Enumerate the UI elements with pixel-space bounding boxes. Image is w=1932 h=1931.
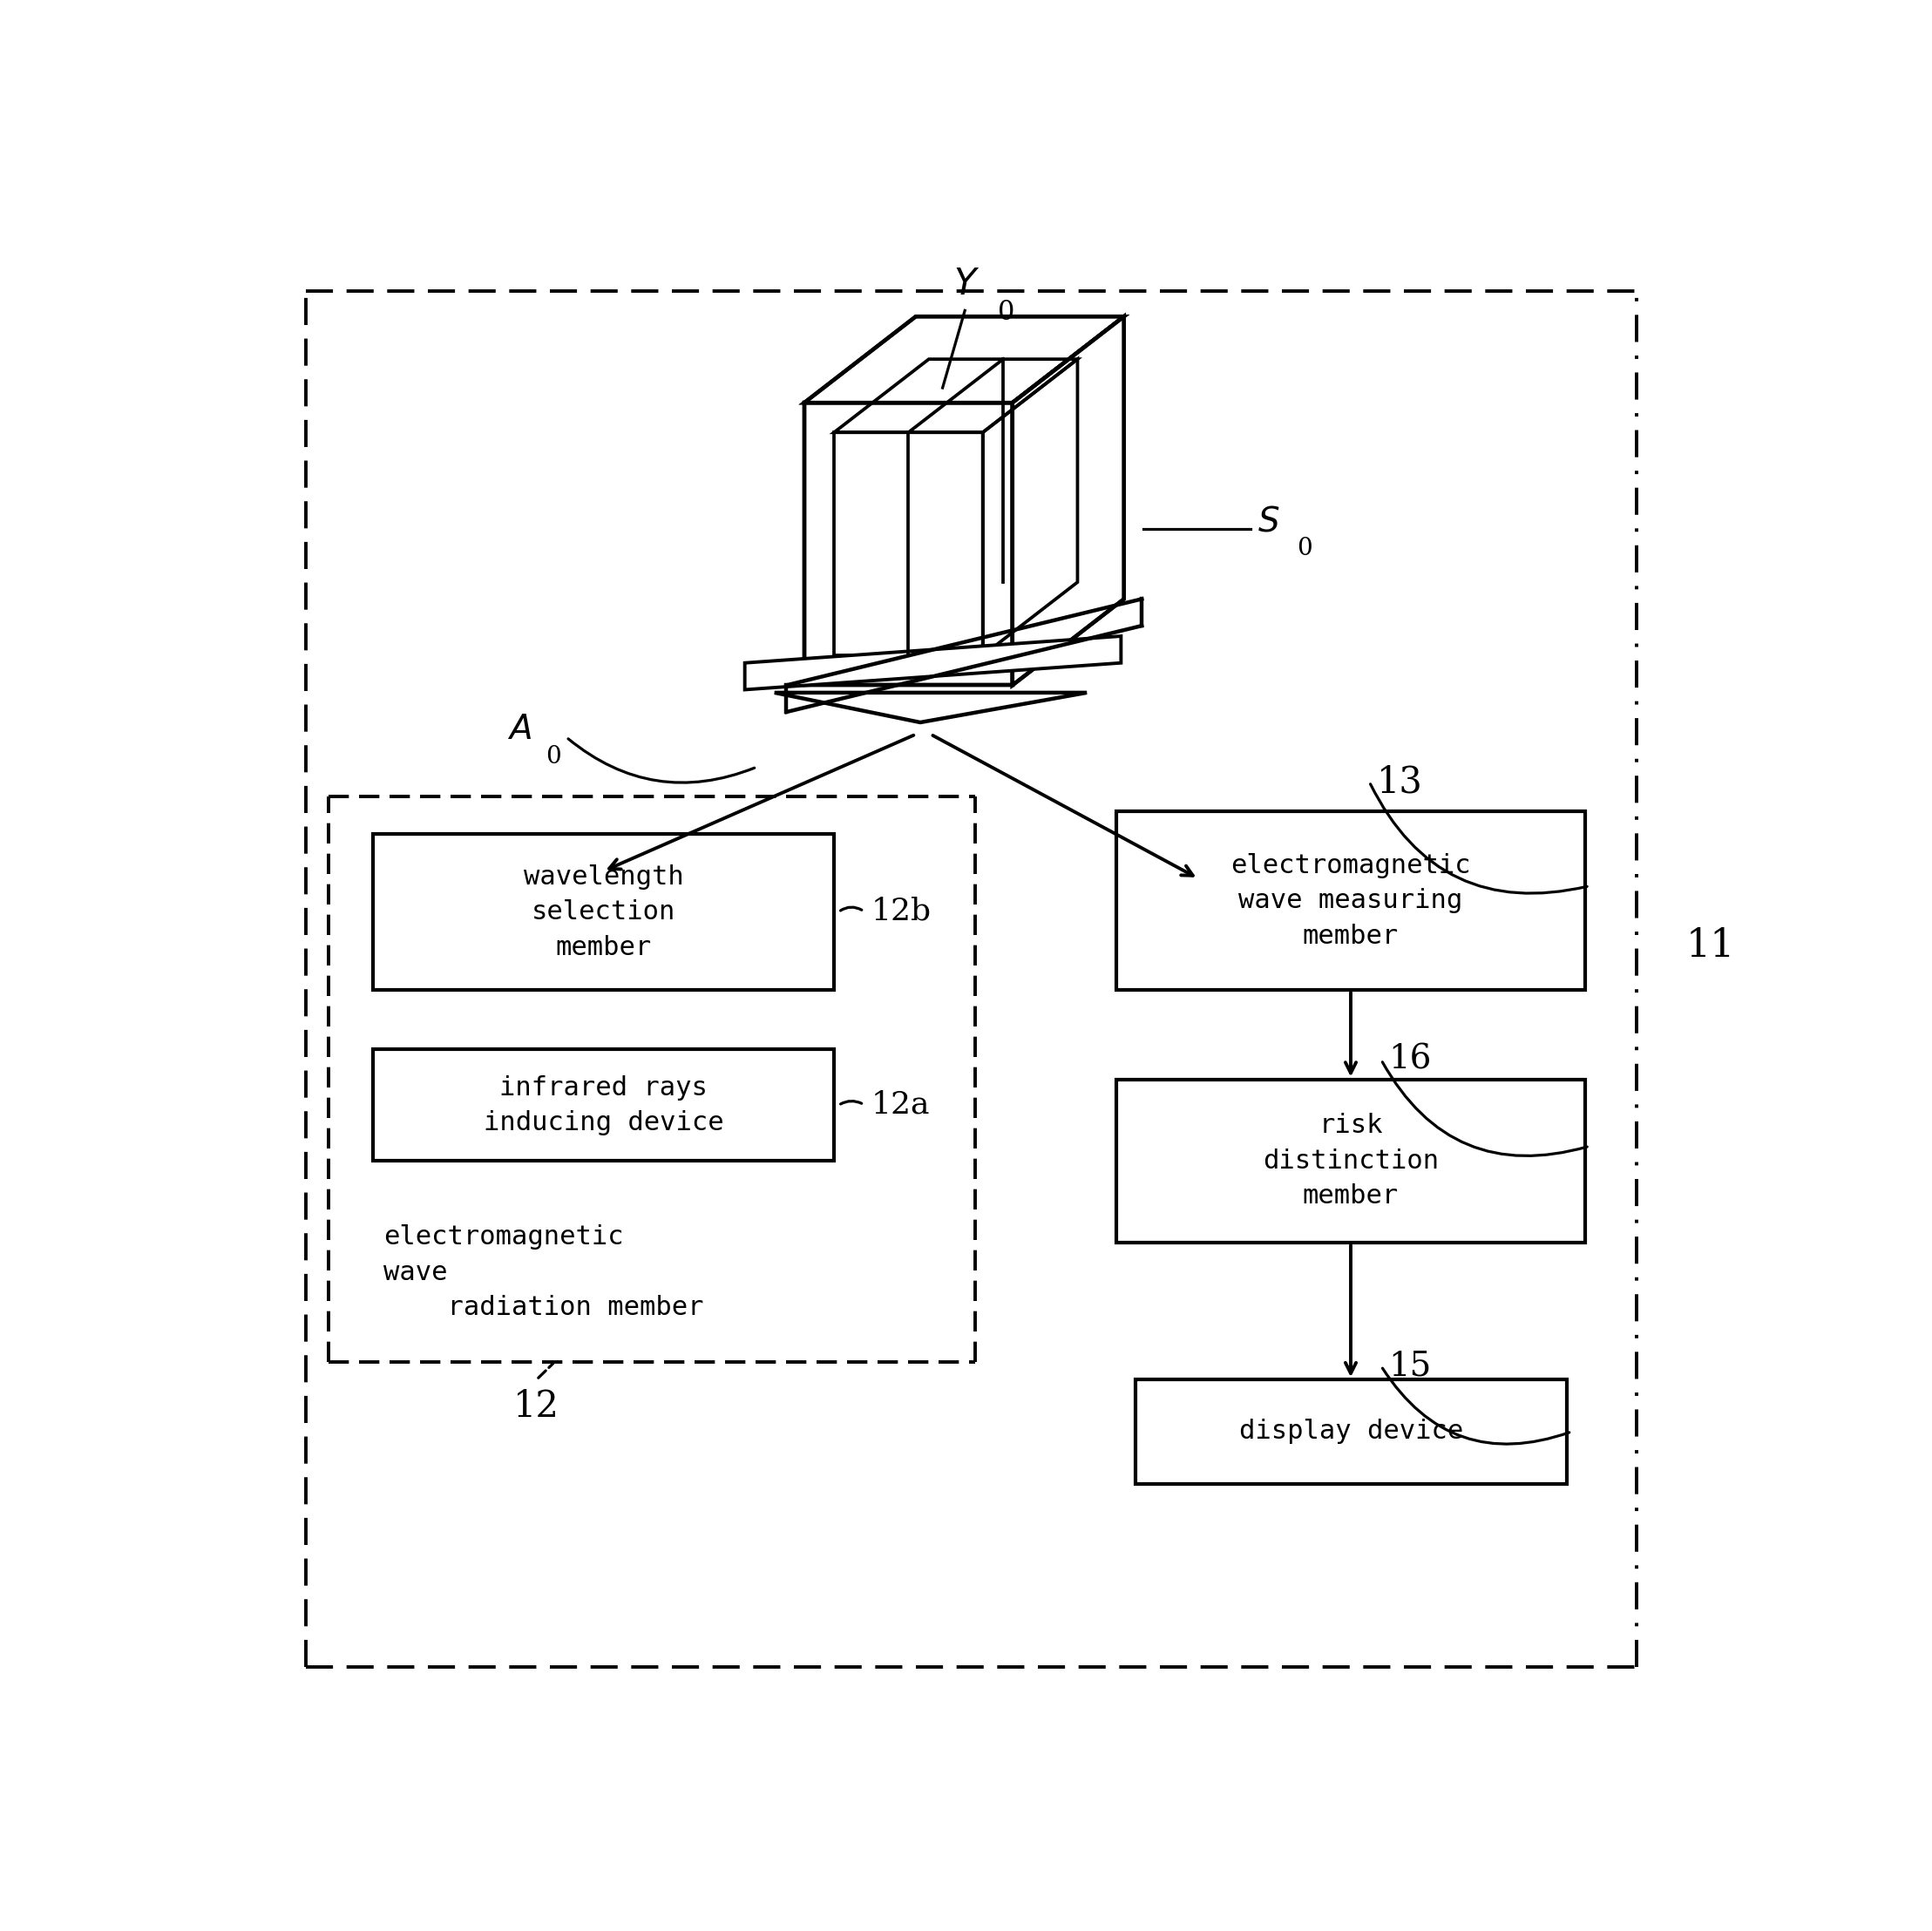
Text: 0: 0	[997, 299, 1014, 326]
Text: 12a: 12a	[871, 1089, 929, 1120]
Polygon shape	[1012, 317, 1124, 686]
Bar	[1136, 1379, 1567, 1483]
Text: display device: display device	[1240, 1419, 1464, 1444]
Text: 15: 15	[1389, 1350, 1432, 1383]
Polygon shape	[804, 317, 1124, 404]
Text: wavelength
selection
member: wavelength selection member	[524, 863, 684, 960]
Text: risk
distinction
member: risk distinction member	[1264, 1112, 1439, 1209]
Text: infrared rays
inducing device: infrared rays inducing device	[483, 1076, 724, 1135]
Text: $Y$: $Y$	[952, 265, 980, 301]
Polygon shape	[804, 404, 1012, 686]
Polygon shape	[775, 693, 1088, 722]
Text: electromagnetic
wave measuring
member: electromagnetic wave measuring member	[1231, 854, 1470, 948]
Text: 12b: 12b	[871, 896, 931, 927]
Bar	[373, 1050, 835, 1161]
Text: $S$: $S$	[1258, 506, 1281, 537]
Text: $A$: $A$	[506, 714, 531, 745]
Polygon shape	[746, 635, 1121, 689]
Text: 11: 11	[1687, 927, 1735, 964]
Bar	[1117, 811, 1584, 991]
Bar	[1117, 1079, 1584, 1244]
Text: 0: 0	[545, 745, 560, 769]
Text: electromagnetic
wave
    radiation member: electromagnetic wave radiation member	[383, 1224, 703, 1321]
Text: 16: 16	[1389, 1045, 1432, 1076]
Text: 0: 0	[1296, 537, 1312, 560]
Bar	[373, 834, 835, 991]
Text: 13: 13	[1378, 763, 1422, 799]
Text: 12: 12	[514, 1388, 560, 1425]
